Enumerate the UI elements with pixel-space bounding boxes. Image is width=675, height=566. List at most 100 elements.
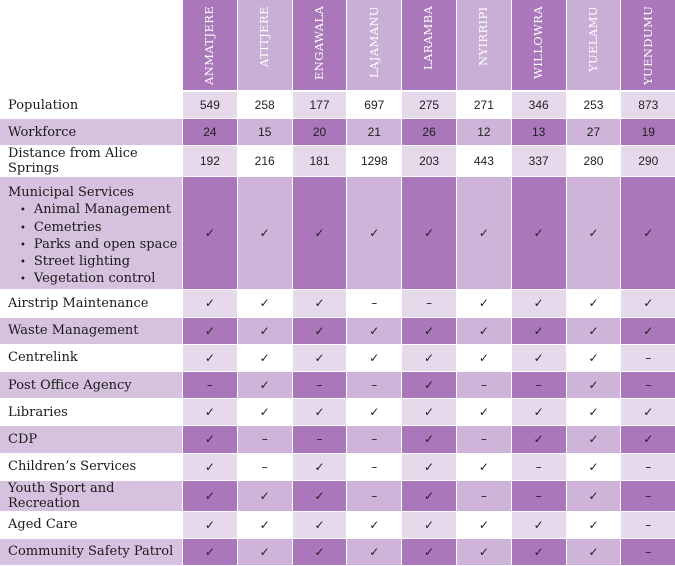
column-header-label: YUELAMU xyxy=(585,6,600,72)
check-cell: ✓ xyxy=(236,399,292,427)
check-cell: ✓ xyxy=(455,511,511,539)
column-header-label: NYIRRIPI xyxy=(476,6,491,66)
value-cell: 20 xyxy=(291,119,347,147)
value-cell: 1298 xyxy=(346,146,402,178)
row-label-text: Waste Management xyxy=(8,323,139,339)
check-cell: ✓ xyxy=(565,538,621,566)
check-cell: ✓ xyxy=(182,480,237,512)
column-header-label: ENGAWALA xyxy=(311,6,326,81)
check-cell: ✓ xyxy=(565,453,621,481)
row-label: Post Office Agency xyxy=(0,371,182,400)
row-label-text: Municipal Services xyxy=(8,185,134,201)
table-row: Population 549 258 177 697 275 271 346 253 873 xyxy=(0,92,675,120)
value-cell: 873 xyxy=(620,92,675,120)
column-header-willowra: WILLOWRA xyxy=(510,0,566,92)
sub-service-item: Vegetation control xyxy=(20,271,182,288)
value-cell: 346 xyxy=(510,92,566,120)
check-cell: ✓ xyxy=(291,290,347,318)
table-row: Centrelink ✓ ✓ ✓ ✓ ✓ ✓ ✓ ✓ – xyxy=(0,344,675,372)
check-cell: ✓ xyxy=(236,290,292,318)
check-cell: ✓ xyxy=(182,399,237,427)
row-label: Community Safety Patrol xyxy=(0,538,182,566)
check-cell: ✓ xyxy=(236,538,292,566)
row-label-text: Post Office Agency xyxy=(8,377,132,393)
sub-service-item: Parks and open space xyxy=(20,237,182,254)
column-header-label: YUENDUMU xyxy=(640,6,655,86)
check-cell: ✓ xyxy=(346,399,402,427)
value-cell: 26 xyxy=(401,119,456,147)
check-cell: ✓ xyxy=(236,177,292,291)
check-cell: ✓ xyxy=(510,317,566,345)
dash-cell: – xyxy=(620,371,675,400)
sub-service-list: Animal ManagementCemetriesParks and open… xyxy=(8,202,182,288)
table-row: Municipal ServicesAnimal ManagementCemet… xyxy=(0,177,675,291)
table-row: Aged Care ✓ ✓ ✓ ✓ ✓ ✓ ✓ ✓ – xyxy=(0,511,675,539)
table-row: Workforce 24 15 20 21 26 12 13 27 19 xyxy=(0,119,675,147)
value-cell: 192 xyxy=(182,146,237,178)
value-cell: 258 xyxy=(236,92,292,120)
value-cell: 27 xyxy=(565,119,621,147)
check-cell: ✓ xyxy=(455,399,511,427)
column-header-nyirripi: NYIRRIPI xyxy=(455,0,511,92)
check-cell: ✓ xyxy=(510,177,566,291)
check-cell: ✓ xyxy=(620,399,675,427)
check-cell: ✓ xyxy=(291,480,347,512)
value-cell: 216 xyxy=(236,146,292,178)
check-cell: ✓ xyxy=(455,317,511,345)
check-cell: ✓ xyxy=(620,317,675,345)
check-cell: ✓ xyxy=(346,538,402,566)
value-cell: 177 xyxy=(291,92,347,120)
row-label-text: Libraries xyxy=(8,404,68,420)
column-header-label: LARAMBA xyxy=(421,6,436,71)
check-cell: ✓ xyxy=(291,453,347,481)
dash-cell: – xyxy=(510,371,566,400)
check-cell: ✓ xyxy=(455,177,511,291)
dash-cell: – xyxy=(455,426,511,454)
value-cell: 21 xyxy=(346,119,402,147)
check-cell: ✓ xyxy=(565,177,621,291)
table-row: Libraries ✓ ✓ ✓ ✓ ✓ ✓ ✓ ✓ ✓ xyxy=(0,399,675,427)
dash-cell: – xyxy=(455,480,511,512)
check-cell: ✓ xyxy=(346,317,402,345)
check-cell: ✓ xyxy=(401,399,456,427)
dash-cell: – xyxy=(620,344,675,372)
column-header-label: WILLOWRA xyxy=(530,6,545,80)
table-row: CDP ✓ – – – ✓ – ✓ ✓ ✓ xyxy=(0,426,675,454)
row-label-text: Population xyxy=(8,97,79,113)
dash-cell: – xyxy=(620,538,675,566)
value-cell: 697 xyxy=(346,92,402,120)
row-label-text: Youth Sport and Recreation xyxy=(8,480,115,511)
check-cell: ✓ xyxy=(510,538,566,566)
column-header-label: LAJAMANU xyxy=(366,6,381,78)
dash-cell: – xyxy=(620,511,675,539)
check-cell: ✓ xyxy=(510,399,566,427)
value-cell: 443 xyxy=(455,146,511,178)
check-cell: ✓ xyxy=(236,371,292,400)
sub-service-item: Street lighting xyxy=(20,254,182,271)
column-header-yuelamu: YUELAMU xyxy=(565,0,621,92)
check-cell: ✓ xyxy=(455,453,511,481)
check-cell: ✓ xyxy=(291,344,347,372)
check-cell: ✓ xyxy=(565,426,621,454)
check-cell: ✓ xyxy=(236,317,292,345)
row-label: Centrelink xyxy=(0,344,182,372)
sub-service-item: Cemetries xyxy=(20,220,182,237)
check-cell: ✓ xyxy=(401,453,456,481)
table-row: Children’s Services ✓ – ✓ – ✓ ✓ – ✓ – xyxy=(0,453,675,481)
check-cell: ✓ xyxy=(565,480,621,512)
check-cell: ✓ xyxy=(346,511,402,539)
check-cell: ✓ xyxy=(401,371,456,400)
value-cell: 12 xyxy=(455,119,511,147)
check-cell: ✓ xyxy=(401,177,456,291)
check-cell: ✓ xyxy=(291,399,347,427)
check-cell: ✓ xyxy=(291,511,347,539)
check-cell: ✓ xyxy=(346,177,402,291)
check-cell: ✓ xyxy=(291,317,347,345)
check-cell: ✓ xyxy=(182,290,237,318)
check-cell: ✓ xyxy=(510,426,566,454)
check-cell: ✓ xyxy=(455,538,511,566)
column-header-engawala: ENGAWALA xyxy=(291,0,347,92)
value-cell: 13 xyxy=(510,119,566,147)
dash-cell: – xyxy=(346,453,402,481)
